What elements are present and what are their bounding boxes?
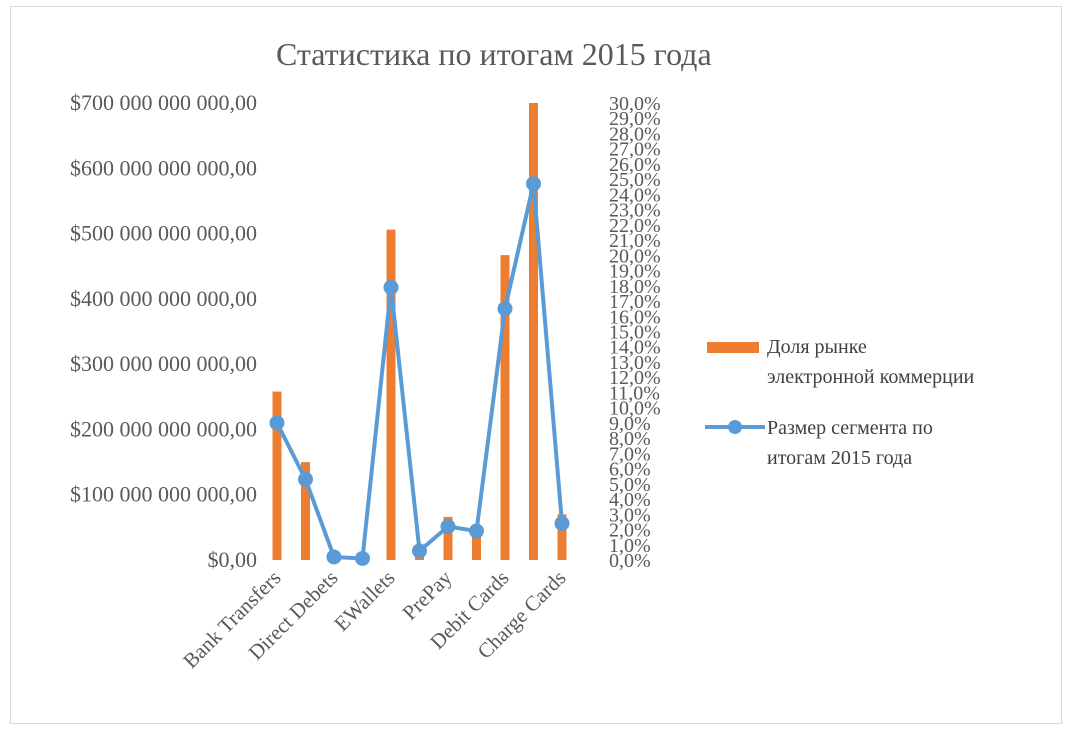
right-tick-label: 18,0% (609, 276, 661, 298)
legend-line-marker (728, 420, 742, 434)
line-point (469, 523, 484, 539)
right-tick-label: 2,0% (609, 520, 651, 542)
line-point (355, 550, 370, 566)
right-tick-label: 13,0% (609, 352, 661, 374)
bar (301, 462, 310, 560)
right-tick-label: 0,0% (609, 550, 651, 572)
line-point (298, 471, 313, 487)
right-tick-label: 9,0% (609, 413, 651, 435)
right-tick-label: 4,0% (609, 489, 651, 511)
line-point (440, 518, 456, 534)
series-line (275, 181, 564, 561)
right-tick-label: 30,0% (609, 93, 661, 115)
category-label: Bank Transfers (178, 566, 285, 673)
right-tick-label: 12,0% (609, 367, 661, 389)
right-tick-label: 1,0% (609, 535, 651, 557)
right-tick-label: 8,0% (609, 428, 651, 450)
legend-bar-swatch (707, 342, 759, 353)
left-tick-label: $300 000 000 000,00 (70, 351, 257, 376)
line-point (326, 549, 342, 565)
legend-entry-label: Доля рынке (767, 336, 867, 358)
line-point (269, 415, 285, 431)
right-tick-label: 26,0% (609, 154, 661, 176)
bar (472, 530, 481, 560)
right-tick-label: 23,0% (609, 200, 661, 222)
right-tick-label: 14,0% (609, 337, 661, 359)
left-tick-label: $100 000 000 000,00 (70, 482, 257, 507)
left-tick-label: $0,00 (208, 547, 258, 572)
right-axis: 0,0%1,0%2,0%3,0%4,0%5,0%6,0%7,0%8,0%9,0%… (609, 93, 661, 572)
chart-frame: Статистика по итогам 2015 года $0,00 $100… (10, 6, 1062, 724)
line-series (269, 176, 570, 566)
bar (443, 516, 453, 560)
left-tick-label: $700 000 000 000,00 (70, 90, 257, 115)
right-tick-label: 28,0% (609, 123, 661, 145)
line-point (383, 279, 399, 295)
category-label: EWallets (329, 566, 399, 636)
right-tick-label: 24,0% (609, 184, 661, 206)
right-tick-label: 21,0% (609, 230, 661, 252)
legend-entry-label: итогам 2015 года (767, 447, 912, 469)
left-tick-label: $500 000 000 000,00 (70, 221, 257, 246)
combo-chart: Статистика по итогам 2015 года $0,00 $100… (70, 36, 975, 673)
left-tick-label: $600 000 000 000,00 (70, 155, 257, 180)
right-tick-label: 5,0% (609, 474, 651, 496)
right-tick-label: 10,0% (609, 398, 661, 420)
bar (557, 514, 567, 560)
right-tick-label: 22,0% (609, 215, 661, 237)
right-tick-label: 15,0% (609, 322, 661, 344)
legend-entry-label: электронной коммерции (767, 366, 975, 388)
left-axis: $0,00 $100 000 000 000,00 $200 000 000 000… (70, 90, 257, 572)
left-tick-label: $200 000 000 000,00 (70, 416, 257, 441)
line-point (412, 543, 427, 559)
left-tick-label: $400 000 000 000,00 (70, 286, 257, 311)
bar (272, 391, 282, 560)
right-tick-label: 25,0% (609, 169, 661, 191)
bar (500, 255, 510, 560)
right-tick-label: 7,0% (609, 443, 651, 465)
right-tick-label: 20,0% (609, 245, 661, 267)
right-tick-label: 17,0% (609, 291, 661, 313)
chart-title: Статистика по итогам 2015 года (276, 36, 712, 72)
line-point (497, 301, 513, 317)
right-tick-label: 6,0% (609, 459, 651, 481)
bar (529, 103, 538, 560)
bar (386, 229, 396, 560)
right-tick-label: 11,0% (609, 382, 660, 404)
legend: Доля рынке электронной коммерции Размер се… (705, 336, 975, 469)
right-tick-label: 19,0% (609, 261, 661, 283)
line-point (526, 176, 541, 192)
right-tick-label: 16,0% (609, 306, 661, 328)
right-tick-label: 27,0% (609, 139, 661, 161)
right-tick-label: 29,0% (609, 108, 661, 130)
line-point (554, 515, 570, 531)
bar-series (272, 103, 567, 560)
legend-entry-label: Размер сегмента по (767, 417, 933, 439)
right-tick-label: 3,0% (609, 504, 651, 526)
